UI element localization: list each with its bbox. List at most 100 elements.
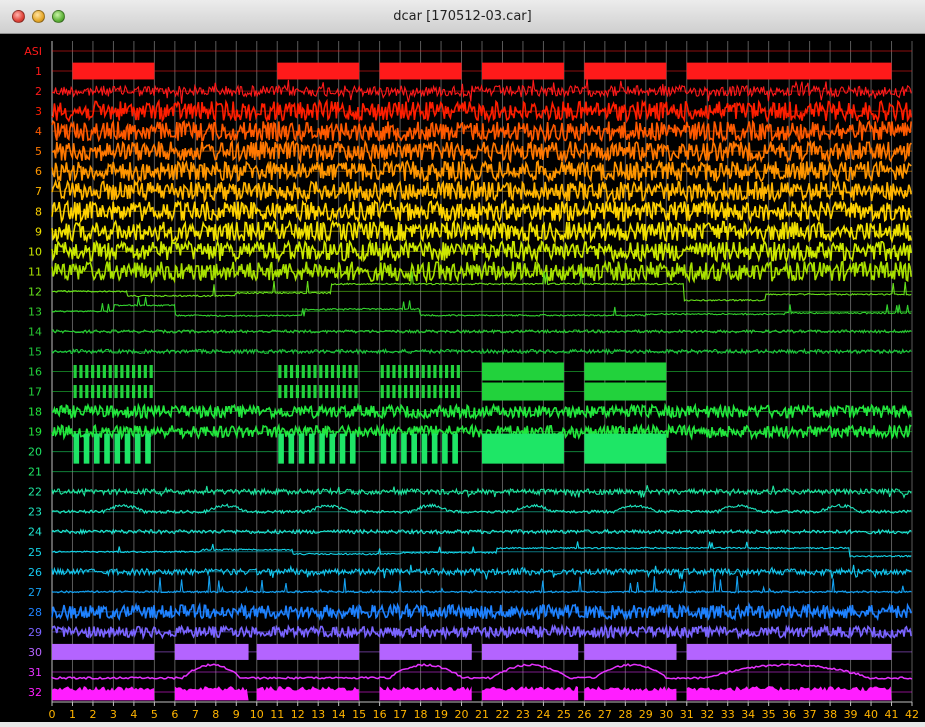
x-tick-label: 15 xyxy=(352,708,366,721)
burst xyxy=(342,385,346,399)
zoom-window-button[interactable] xyxy=(52,10,65,23)
burst xyxy=(348,364,352,379)
burst xyxy=(409,364,414,379)
channel-label: 6 xyxy=(35,165,42,178)
burst xyxy=(325,385,329,399)
channel-label: 23 xyxy=(28,506,42,519)
channel-label: 17 xyxy=(28,386,42,399)
burst xyxy=(108,364,112,379)
channel-label: 10 xyxy=(28,245,42,258)
burst xyxy=(450,364,455,379)
channel-label: 2 xyxy=(35,85,42,98)
signal-line xyxy=(51,347,912,356)
burst xyxy=(444,364,449,379)
dense-burst xyxy=(482,382,564,401)
x-axis-ticks: 0 1 2 3 4 5 6 7 8 9 10 11 12 13 14 15 16 17 18 19 20 21 22 23 24… xyxy=(49,702,919,721)
burst xyxy=(278,364,282,379)
burst xyxy=(330,364,335,379)
channel-label: 31 xyxy=(28,666,42,679)
signal-line xyxy=(51,328,912,335)
burst xyxy=(313,385,317,399)
channel-4-trace xyxy=(51,119,912,144)
signal-line xyxy=(51,219,912,245)
burst xyxy=(439,385,443,399)
signal-line xyxy=(51,259,912,284)
x-tick-label: 5 xyxy=(151,708,158,721)
x-tick-label: 18 xyxy=(414,708,428,721)
burst xyxy=(79,364,83,379)
burst xyxy=(137,364,142,379)
signal-slab xyxy=(256,686,360,701)
burst xyxy=(126,385,130,399)
burst xyxy=(456,364,460,379)
burst xyxy=(83,433,90,464)
channel-label: 27 xyxy=(28,586,42,599)
channel-20-trace xyxy=(52,433,912,464)
burst xyxy=(132,364,136,379)
channel-label: 26 xyxy=(28,566,42,579)
stimulus-block xyxy=(584,62,667,80)
burst xyxy=(386,364,390,379)
burst xyxy=(404,385,408,399)
x-tick-label: 42 xyxy=(905,708,919,721)
x-tick-label: 7 xyxy=(192,708,199,721)
burst xyxy=(301,364,305,379)
burst xyxy=(114,364,118,379)
burst xyxy=(380,385,384,399)
channel-12-trace xyxy=(51,271,912,302)
burst xyxy=(114,385,118,399)
signal-line xyxy=(51,402,912,421)
channel-8-trace xyxy=(51,198,912,224)
burst xyxy=(342,364,346,379)
signal-line xyxy=(51,663,913,680)
burst xyxy=(415,364,419,379)
burst xyxy=(289,364,294,379)
minimize-window-button[interactable] xyxy=(32,10,45,23)
close-window-button[interactable] xyxy=(12,10,25,23)
x-tick-label: 11 xyxy=(270,708,284,721)
channel-11-trace xyxy=(51,259,912,284)
x-tick-label: 37 xyxy=(803,708,817,721)
x-tick-label: 14 xyxy=(332,708,346,721)
channel-27-trace xyxy=(51,575,912,594)
signal-line xyxy=(51,422,912,441)
burst xyxy=(386,385,390,399)
x-tick-label: 36 xyxy=(782,708,796,721)
burst xyxy=(145,433,151,464)
channel-15-trace xyxy=(51,347,912,356)
burst xyxy=(91,364,95,379)
stimulus-block xyxy=(482,62,564,80)
x-tick-label: 26 xyxy=(577,708,591,721)
signal-slab xyxy=(686,685,892,701)
burst xyxy=(313,364,317,379)
channel-label: 11 xyxy=(28,265,42,278)
burst xyxy=(404,364,408,379)
burst xyxy=(415,385,419,399)
window-title: dcar [170512-03.car] xyxy=(393,9,532,24)
signal-slab xyxy=(482,686,579,701)
channel-label: 9 xyxy=(35,225,42,238)
burst xyxy=(301,385,305,399)
signal-line xyxy=(51,271,912,302)
burst xyxy=(354,385,358,399)
burst xyxy=(354,364,358,379)
channel-label: 4 xyxy=(35,125,42,138)
dense-burst xyxy=(584,382,667,401)
multichannel-chart[interactable]: ASI1234567891011121314151617181920212223… xyxy=(0,34,925,722)
burst xyxy=(73,364,77,379)
x-tick-label: 0 xyxy=(49,708,56,721)
burst xyxy=(124,433,131,464)
title-bar[interactable]: dcar [170512-03.car] xyxy=(0,0,925,34)
burst xyxy=(456,385,460,399)
burst xyxy=(348,385,352,399)
channel-5-trace xyxy=(51,139,912,165)
plot-area[interactable]: ASI 1 2 3 4 5 6 7 8 9 10 11 12 13 14 15 16 17 18 19 20 21 22 23… xyxy=(0,34,925,722)
x-tick-label: 21 xyxy=(475,708,489,721)
channel-label: 28 xyxy=(28,606,42,619)
signal-line xyxy=(51,601,912,622)
channel-label: 15 xyxy=(28,345,42,358)
plateau-block xyxy=(174,643,249,660)
channel-19-trace xyxy=(51,422,912,441)
channel-label: 30 xyxy=(28,646,42,659)
burst xyxy=(433,385,437,399)
